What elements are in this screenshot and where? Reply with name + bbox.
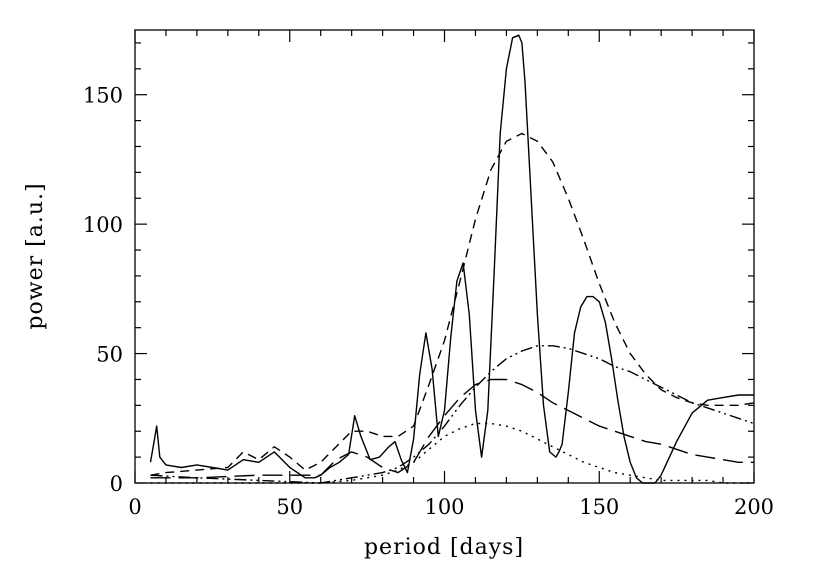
- x-tick-label: 150: [579, 495, 619, 519]
- y-tick-label: 100: [83, 213, 123, 237]
- tick-layer: 0 50 100 150 200 0 50 100 150: [83, 30, 774, 519]
- series-layer: [149, 34, 755, 484]
- series-line-dash-dot-dot: [150, 345, 755, 484]
- x-tick-label: 50: [276, 495, 303, 519]
- x-axis-label: period [days]: [364, 535, 524, 560]
- x-tick-label: 100: [424, 495, 464, 519]
- plot-frame: [134, 29, 755, 484]
- y-axis-label: power [a.u.]: [23, 182, 48, 329]
- x-tick-label: 0: [128, 495, 141, 519]
- series-line-dashed: [150, 132, 755, 476]
- y-tick-label: 50: [96, 343, 123, 367]
- y-tick-label: 150: [83, 84, 123, 108]
- series-line-solid: [149, 34, 754, 484]
- y-tick-label: 0: [110, 472, 123, 496]
- series-line-long-dashed: [150, 378, 754, 479]
- x-tick-label: 200: [734, 495, 774, 519]
